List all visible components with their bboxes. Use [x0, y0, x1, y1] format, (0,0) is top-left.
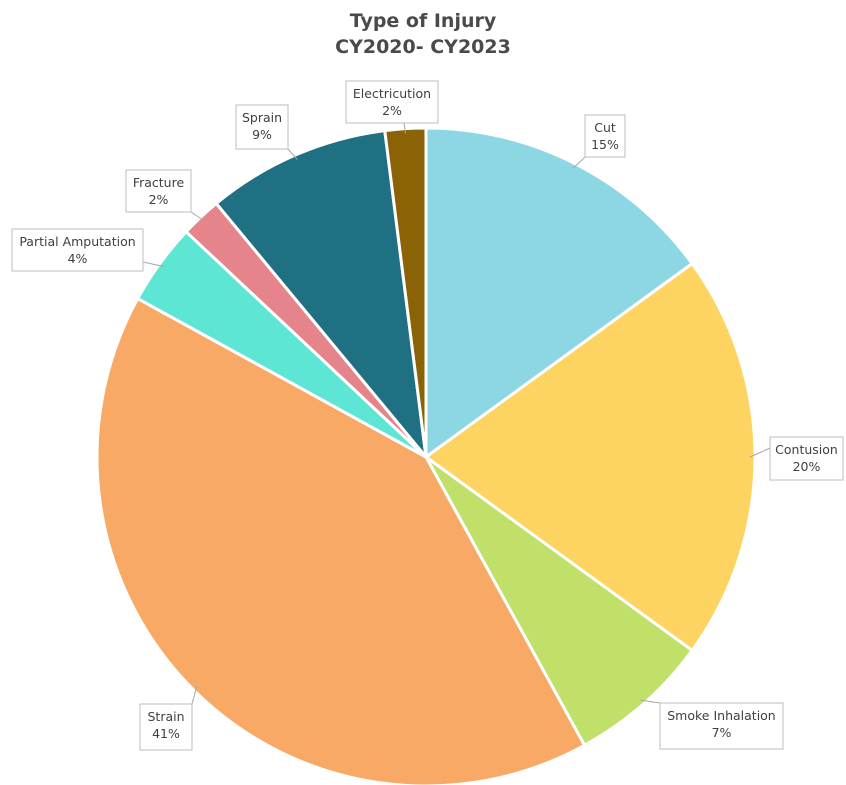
- callout-box: [235, 104, 289, 150]
- slice-category-label: Sprain: [242, 110, 282, 125]
- callout-leader: [403, 122, 407, 134]
- callout-box: [11, 228, 144, 272]
- callout-label: Smoke Inhalation 7%: [659, 702, 784, 750]
- slice-percent-label: 2%: [382, 103, 402, 118]
- callout-label: Cut 15%: [584, 114, 626, 158]
- callout-box: [125, 169, 192, 213]
- slice-percent-label: 9%: [252, 127, 272, 142]
- callout-leader: [287, 148, 298, 160]
- callout-leader: [572, 156, 586, 169]
- slice-percent-label: 15%: [591, 137, 619, 152]
- pie-slice-cut: [424, 126, 695, 460]
- callout-leader: [749, 447, 771, 458]
- slice-category-label: Strain: [147, 709, 184, 724]
- pie-slice-sprain: [214, 128, 429, 462]
- slice-percent-label: 7%: [712, 725, 732, 740]
- callout-box: [345, 80, 439, 124]
- callout-label: Contusion 20%: [769, 436, 844, 481]
- callout-label: Electricution 2%: [345, 80, 439, 124]
- slice-category-label: Contusion: [775, 442, 838, 457]
- callout-box: [769, 436, 844, 481]
- pie-slice-smoke-inhalation: [424, 455, 695, 748]
- pie-slice-contusion: [423, 261, 757, 653]
- pie-slices: [95, 126, 757, 785]
- callout-label: Strain 41%: [139, 703, 193, 751]
- slice-category-label: Partial Amputation: [19, 234, 135, 249]
- slice-category-label: Fracture: [133, 175, 185, 190]
- callout-leader: [640, 699, 661, 704]
- chart-title: Type of Injury: [349, 10, 497, 32]
- slice-category-label: Electricution: [353, 86, 431, 101]
- callout-label: Fracture 2%: [125, 169, 192, 213]
- callout-box: [139, 703, 193, 751]
- pie-slice-strain: [95, 296, 587, 785]
- chart-subtitle: CY2020- CY2023: [335, 36, 511, 58]
- slice-percent-label: 41%: [152, 726, 180, 741]
- callout-leader: [190, 211, 205, 222]
- callout-leader: [142, 261, 164, 268]
- callout-label: Sprain 9%: [235, 104, 289, 150]
- slice-percent-label: 4%: [68, 251, 88, 266]
- callout-label: Partial Amputation 4%: [11, 228, 144, 272]
- callout-box: [584, 114, 626, 158]
- callout-box: [659, 702, 784, 750]
- slice-category-label: Cut: [594, 120, 616, 135]
- slice-category-label: Smoke Inhalation: [667, 708, 775, 723]
- slice-labels: Cut 15% Contusion 20% Smoke Inhalation 7% Stra…: [11, 80, 844, 751]
- slice-percent-label: 20%: [793, 459, 821, 474]
- slice-percent-label: 2%: [149, 192, 169, 207]
- callout-leader: [191, 686, 198, 705]
